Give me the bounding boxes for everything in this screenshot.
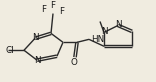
Text: F: F: [51, 1, 56, 10]
Text: Cl: Cl: [5, 46, 14, 55]
Text: F: F: [41, 5, 46, 14]
Text: N: N: [101, 27, 107, 36]
Text: N: N: [115, 20, 121, 29]
Text: HN: HN: [91, 35, 104, 44]
Text: N: N: [34, 56, 40, 65]
Text: O: O: [71, 58, 77, 67]
Text: N: N: [32, 33, 38, 42]
Text: F: F: [59, 7, 64, 16]
